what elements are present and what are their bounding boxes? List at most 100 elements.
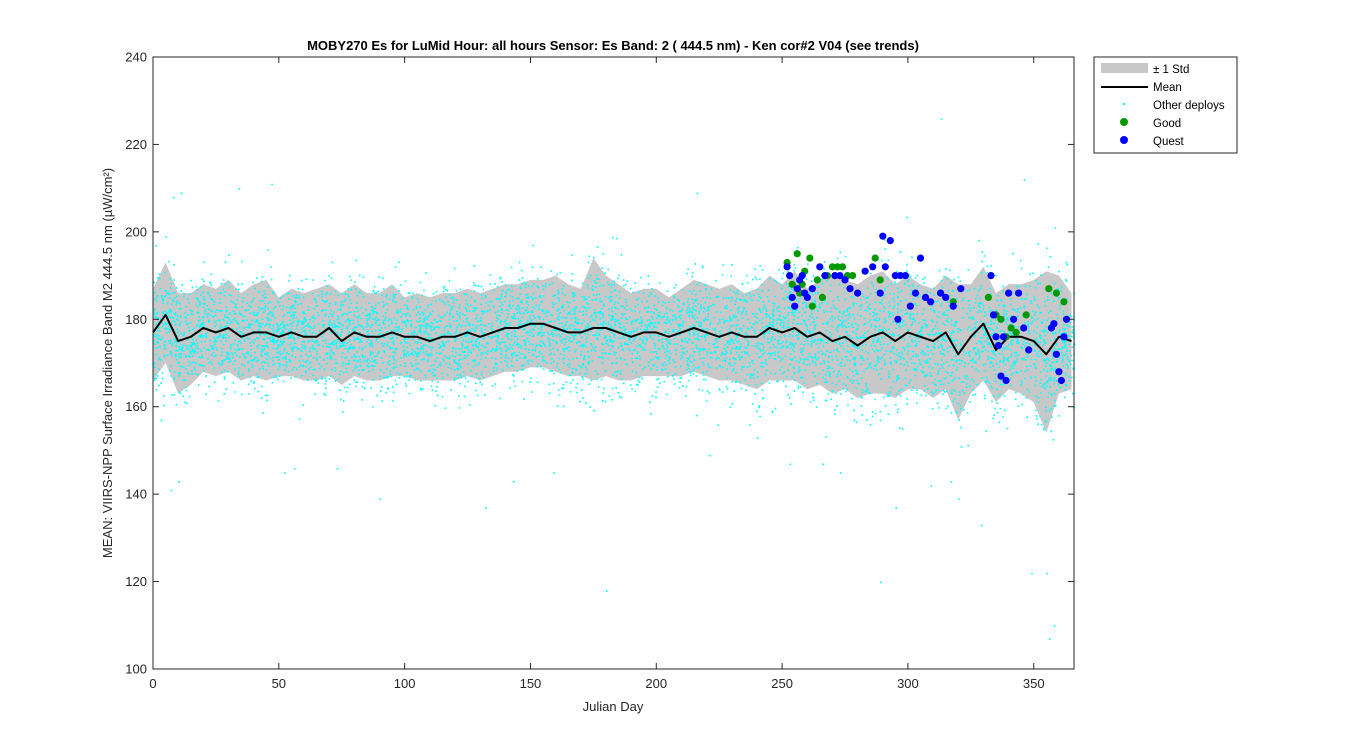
quest-point <box>831 272 839 280</box>
quest-point <box>894 315 902 323</box>
quest-point <box>1015 289 1023 297</box>
quest-point <box>1010 315 1018 323</box>
quest-point <box>1050 320 1058 328</box>
good-point <box>1045 285 1053 293</box>
good-point <box>997 315 1005 323</box>
good-point <box>833 263 842 271</box>
legend-label-quest: Quest <box>1153 136 1184 148</box>
quest-point <box>1005 289 1013 297</box>
x-tick-label: 150 <box>520 676 542 691</box>
legend-label-good: Good <box>1153 118 1181 130</box>
good-point <box>808 302 816 310</box>
legend-swatch-good <box>1120 118 1128 126</box>
quest-point <box>836 272 844 280</box>
plot-area: 0 50 100 150 200 250 300 350 100 120 140 160 180 200… <box>125 50 1076 691</box>
y-tick-label: 100 <box>125 662 147 677</box>
quest-point <box>854 289 862 297</box>
x-tick-label: 200 <box>645 676 667 691</box>
legend-swatch-other <box>1123 103 1125 105</box>
quest-point <box>1002 376 1010 385</box>
good-point <box>849 272 857 280</box>
quest-point <box>793 285 801 293</box>
x-tick-label: 50 <box>272 676 286 691</box>
quest-point <box>901 272 910 280</box>
good-point <box>788 280 796 288</box>
quest-point <box>1062 315 1071 323</box>
good-point <box>838 263 847 271</box>
quest-point <box>906 302 915 310</box>
x-tick-label: 300 <box>897 676 919 691</box>
quest-point <box>1060 333 1068 341</box>
good-point <box>876 276 884 284</box>
quest-point <box>886 237 894 245</box>
good-point <box>1012 328 1020 336</box>
x-axis-label: Julian Day <box>583 699 644 714</box>
chart-title: MOBY270 Es for LuMid Hour: all hours Sen… <box>307 38 919 53</box>
mean-line-layer <box>152 313 1072 356</box>
quest-point <box>911 289 920 297</box>
x-tick-label: 250 <box>771 676 793 691</box>
quest-points-layer <box>783 232 1071 385</box>
quest-point <box>803 293 811 301</box>
good-point <box>1052 289 1060 297</box>
quest-point <box>891 272 899 280</box>
y-axis-ticks: 100 120 140 160 180 200 220 240 <box>125 50 1074 677</box>
y-tick-label: 180 <box>125 312 147 327</box>
y-tick-label: 200 <box>125 224 147 239</box>
legend-swatch-quest <box>1120 136 1128 144</box>
good-point <box>806 254 814 262</box>
axes-box <box>152 56 1075 670</box>
quest-point <box>921 293 930 301</box>
quest-point <box>989 311 998 319</box>
good-point <box>1007 324 1015 332</box>
good-point <box>1060 298 1068 306</box>
quest-point <box>783 263 791 271</box>
quest-point <box>798 272 806 280</box>
quest-point <box>1020 324 1028 332</box>
legend-label-other: Other deploys <box>1153 100 1225 112</box>
quest-point <box>916 254 925 262</box>
quest-point <box>1052 350 1060 358</box>
quest-point <box>821 272 829 280</box>
quest-point <box>846 285 854 293</box>
quest-point <box>999 333 1008 341</box>
quest-point <box>791 302 799 310</box>
quest-point <box>786 272 794 280</box>
legend-swatch-std <box>1101 63 1148 73</box>
y-axis-label: MEAN: VIIRS-NPP Surface Irradiance Band … <box>100 168 115 558</box>
legend-label-mean: Mean <box>1153 82 1182 94</box>
quest-point <box>949 302 957 310</box>
y-tick-label: 240 <box>125 50 147 65</box>
good-point <box>813 276 821 284</box>
quest-point <box>997 372 1005 380</box>
quest-point <box>957 285 965 293</box>
good-point <box>871 254 879 262</box>
quest-point <box>876 289 884 297</box>
quest-point <box>937 289 945 297</box>
quest-point <box>841 276 849 284</box>
mean-line <box>152 313 1072 356</box>
quest-point <box>1055 368 1063 376</box>
quest-point <box>992 333 1000 341</box>
y-tick-label: 140 <box>125 487 147 502</box>
quest-point <box>987 272 995 280</box>
quest-point <box>788 293 796 301</box>
good-point <box>828 263 837 271</box>
quest-point <box>942 293 950 301</box>
quest-point <box>1057 376 1065 385</box>
good-point <box>818 293 827 301</box>
y-tick-label: 220 <box>125 137 147 152</box>
good-point <box>984 293 993 301</box>
legend: ± 1 Std Mean Other deploys Good Quest <box>1093 56 1238 154</box>
quest-point <box>994 341 1003 350</box>
x-tick-label: 100 <box>394 676 416 691</box>
y-tick-label: 160 <box>125 399 147 414</box>
quest-point <box>896 272 905 280</box>
quest-point <box>861 267 869 275</box>
quest-point <box>881 263 889 271</box>
quest-point <box>1025 346 1033 354</box>
x-axis-ticks: 0 50 100 150 200 250 300 350 <box>149 57 1045 691</box>
quest-point <box>869 263 877 271</box>
good-point <box>1022 311 1030 319</box>
